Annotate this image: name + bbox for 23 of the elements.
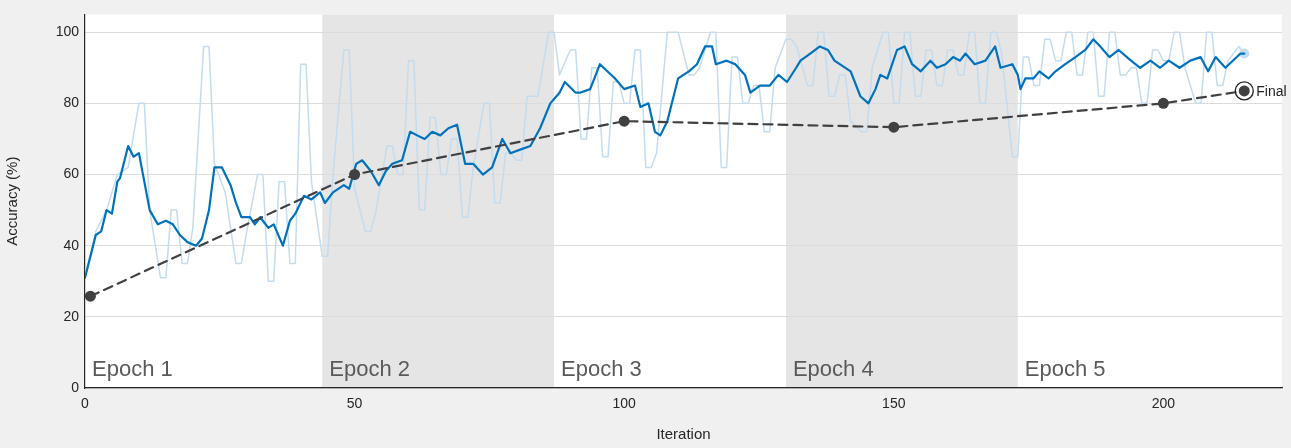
x-tick-label: 150 [882, 395, 906, 412]
point [85, 290, 96, 302]
y-tick-label: 100 [55, 23, 80, 40]
annotation: Epoch 5 [1024, 356, 1106, 381]
band-label: Epoch 4 [792, 356, 874, 381]
point [349, 169, 361, 181]
annotation: Epoch 3 [561, 356, 642, 381]
point [1157, 97, 1169, 109]
y-tick-label: 0 [71, 378, 80, 395]
point [618, 115, 630, 127]
y-tick-label: 80 [63, 94, 80, 111]
band-label: Epoch 2 [329, 356, 410, 381]
y-tick-label: 20 [63, 307, 80, 324]
y-axis-title: Accuracy (%) [3, 156, 21, 246]
x-tick-label: 100 [612, 395, 637, 412]
point [888, 121, 900, 133]
x-axis-title: Iteration [656, 425, 711, 443]
y-tick-label: 40 [63, 236, 80, 253]
annotation: Final [1256, 82, 1287, 99]
y-tick-label: 60 [63, 165, 80, 182]
x-tick-label: 50 [346, 395, 363, 412]
x-tick-label: 200 [1151, 395, 1176, 412]
annotation: Epoch 1 [92, 356, 173, 381]
